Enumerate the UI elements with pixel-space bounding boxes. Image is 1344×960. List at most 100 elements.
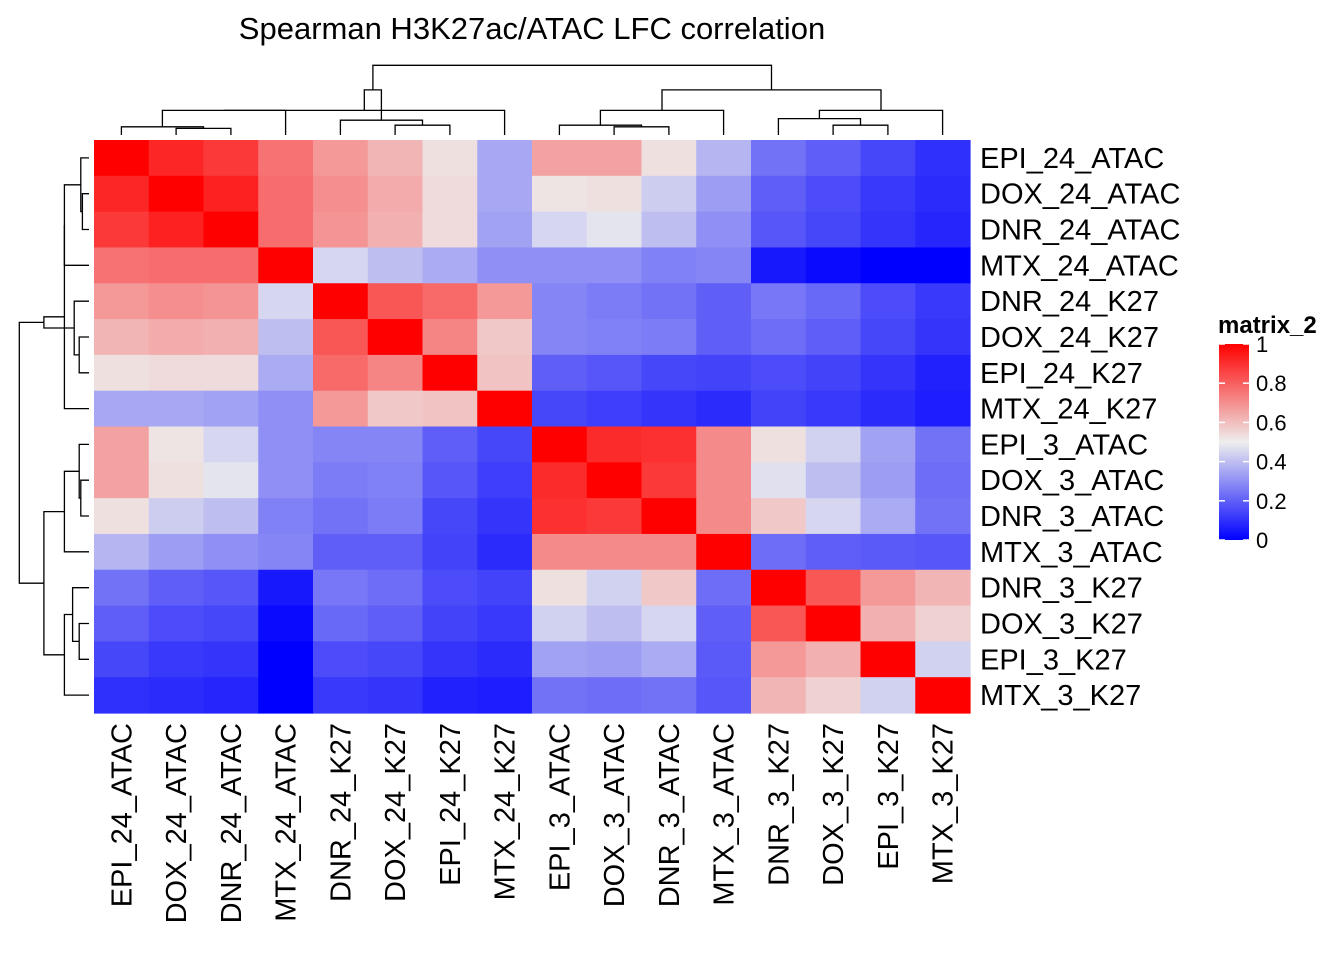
dendrogram-branch [599,109,725,135]
heatmap-cell [148,426,205,463]
legend-tick-label: 1 [1256,332,1268,357]
heatmap-cell [94,283,150,320]
heatmap-cell [422,390,478,428]
heatmap-cell [367,175,424,213]
column-label: MTX_3_K27 [928,723,960,884]
dendrogram-branch [78,622,89,660]
row-label: MTX_3_ATAC [980,537,1163,569]
heatmap-cell [915,641,971,678]
heatmap-cell [313,641,369,678]
heatmap-cell [367,211,424,249]
heatmap-cell [696,605,752,642]
heatmap-cell [915,426,971,463]
heatmap-cell [148,569,205,607]
heatmap-cell [94,498,150,535]
legend-tick-label: 0.8 [1256,371,1287,396]
heatmap-cell [422,354,478,392]
heatmap-cell [422,175,478,213]
heatmap-cell [751,283,807,320]
heatmap-cell [696,140,752,177]
heatmap-cell [805,354,862,392]
dendrogram-branch [224,109,506,135]
heatmap-cell [696,533,752,571]
heatmap-cell [805,569,862,607]
heatmap-cell [860,641,916,678]
heatmap-cell [422,247,478,284]
column-label: DOX_24_ATAC [161,723,193,923]
dendrogram-branch [613,126,670,135]
heatmap-cell [696,175,752,213]
heatmap-cell [751,498,807,535]
heatmap-cell [367,498,424,535]
heatmap-cell [641,175,697,213]
row-label: EPI_24_K27 [980,358,1143,390]
heatmap-cell [860,175,916,213]
heatmap-cell [94,247,150,284]
heatmap-cell [860,247,916,284]
heatmap-cell [805,605,862,642]
heatmap-cell [805,211,862,249]
heatmap-cell [751,140,807,177]
heatmap-cell [805,247,862,284]
dendrogram-branch [63,613,89,696]
heatmap-cell [313,677,369,714]
legend-tick-label: 0 [1256,528,1268,553]
heatmap-cell [751,605,807,642]
heatmap-cell [422,677,478,714]
heatmap-cell [477,390,533,428]
heatmap-cell [313,498,369,535]
heatmap-cell [805,319,862,356]
heatmap-cell [641,247,697,284]
heatmap-cell [258,426,314,463]
heatmap-cell [860,462,916,499]
heatmap-cells [94,140,971,714]
heatmap-cell [915,319,971,356]
heatmap-cell [586,247,643,284]
heatmap-cell [313,605,369,642]
heatmap-cell [313,319,369,356]
heatmap-cell [203,462,259,499]
row-dendrogram [18,157,89,696]
heatmap-cell [422,211,478,249]
heatmap-cell [203,569,259,607]
heatmap-cell [696,569,752,607]
heatmap-cell [477,211,533,249]
heatmap-cell [532,426,588,463]
column-label: EPI_3_K27 [873,723,905,870]
column-label: MTX_24_ATAC [271,723,303,922]
heatmap-cell [641,426,697,463]
column-label: MTX_24_K27 [490,723,522,900]
heatmap-cell [805,175,862,213]
heatmap-cell [860,211,916,249]
heatmap-cell [313,175,369,213]
column-dendrogram [120,64,944,135]
heatmap-cell [313,569,369,607]
heatmap-cell [860,354,916,392]
heatmap-cell [258,677,314,714]
heatmap-cell [696,498,752,535]
heatmap-cell [532,605,588,642]
row-label: DOX_3_K27 [980,609,1143,641]
heatmap-cell [203,677,259,714]
heatmap-cell [860,605,916,642]
heatmap-cell [532,283,588,320]
heatmap-cell [915,211,971,249]
column-label: MTX_3_ATAC [709,723,741,906]
heatmap-cell [422,140,478,177]
dendrogram-branch [175,127,232,135]
row-label: DOX_24_ATAC [980,179,1180,211]
legend-title: matrix_2 [1218,312,1317,339]
dendrogram-branch [63,184,89,266]
heatmap-cell [586,462,643,499]
heatmap-cell [805,498,862,535]
heatmap-cell [805,533,862,571]
row-label: EPI_3_ATAC [980,429,1148,461]
heatmap-cell [860,677,916,714]
heatmap-cell [860,426,916,463]
heatmap-cell [532,247,588,284]
heatmap-cell [367,533,424,571]
dendrogram-branch [818,109,944,135]
heatmap-cell [477,498,533,535]
heatmap-cell [422,283,478,320]
